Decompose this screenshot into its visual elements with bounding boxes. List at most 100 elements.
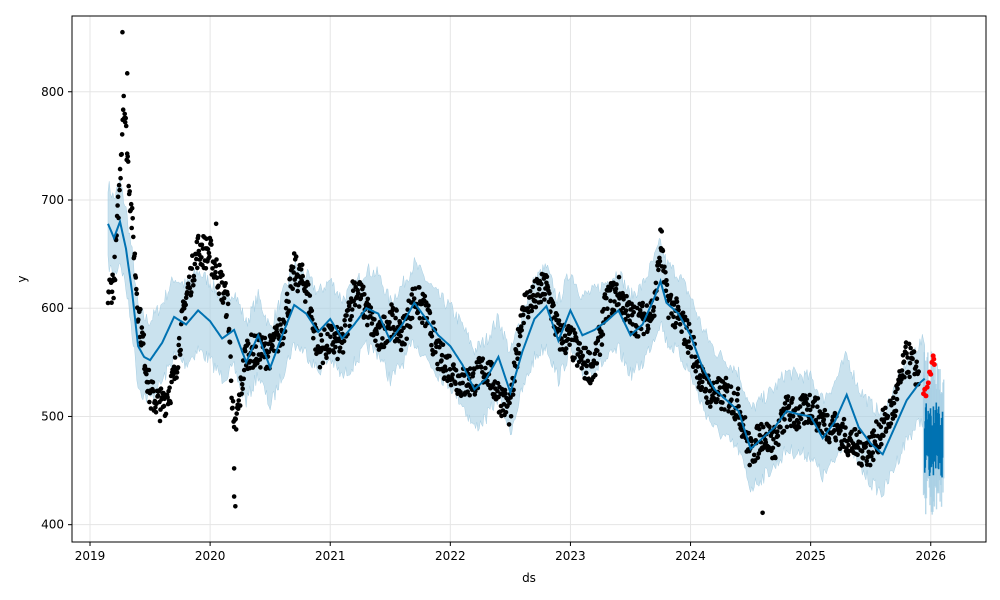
observed-point [684,318,690,323]
observed-point [674,299,680,305]
observed-point [604,295,609,301]
observed-point [577,341,582,346]
observed-point [227,340,233,345]
observed-point [117,166,123,172]
observed-point [194,256,199,262]
observed-point [624,293,629,299]
observed-point [891,400,897,406]
observed-point [841,416,847,422]
observed-point [547,291,552,296]
observed-point [798,416,804,422]
observed-point [225,301,231,307]
observed-point [176,335,182,341]
observed-point [123,123,129,129]
observed-point [902,374,907,380]
observed-point [680,310,686,316]
observed-point [668,292,674,298]
x-tick-label: 2022 [435,549,466,563]
observed-point [580,353,585,359]
observed-point [372,317,377,322]
observed-point [763,440,769,445]
observed-point [381,344,387,350]
observed-point [863,444,868,450]
observed-point [214,275,220,281]
observed-point [907,374,912,380]
observed-point [146,367,152,373]
observed-point [659,229,665,234]
holdout-point [923,393,929,399]
observed-point [613,286,619,292]
observed-point [131,234,136,240]
observed-point [835,422,840,428]
observed-point [398,347,404,353]
y-tick-label: 500 [41,409,64,423]
y-tick-label: 400 [41,518,64,532]
observed-point [192,261,198,267]
observed-point [644,303,650,308]
observed-point [341,338,347,344]
observed-point [554,312,560,318]
x-tick-label: 2021 [315,549,346,563]
observed-point [899,368,905,373]
observed-point [616,274,622,280]
observed-point [442,375,447,380]
observed-point [508,414,514,419]
observed-point [846,442,851,448]
observed-point [184,290,190,295]
observed-point [221,296,227,301]
observed-point [908,345,913,351]
observed-point [870,450,876,455]
observed-point [807,392,812,398]
observed-point [832,428,837,433]
observed-point [226,326,232,332]
observed-point [682,314,688,320]
observed-point [387,320,392,325]
observed-point [369,321,375,326]
observed-point [169,379,174,385]
observed-point [757,432,763,438]
observed-point [838,428,843,433]
observed-point [790,396,795,401]
observed-point [352,280,358,286]
observed-point [182,316,188,321]
observed-point [837,446,843,452]
observed-point [404,336,410,342]
observed-point [440,342,446,348]
observed-point [900,353,906,358]
observed-point [284,291,290,297]
observed-point [322,327,327,332]
observed-point [651,305,657,310]
observed-point [785,394,791,399]
observed-point [916,369,921,374]
observed-point [390,312,395,318]
observed-point [119,132,125,137]
observed-point [335,356,340,362]
observed-point [888,421,894,426]
observed-point [815,404,820,410]
observed-point [605,306,610,312]
observed-point [735,391,740,397]
observed-point [120,107,126,112]
observed-point [286,308,292,314]
observed-point [204,236,209,242]
observed-point [349,307,355,312]
observed-point [781,428,787,434]
observed-point [597,352,603,358]
observed-point [895,386,900,392]
observed-point [344,313,349,318]
observed-point [855,452,860,458]
observed-point [859,463,864,468]
observed-point [199,242,205,248]
observed-point [141,332,147,338]
observed-point [199,255,204,260]
observed-point [394,308,399,313]
observed-point [640,300,645,306]
observed-point [361,284,366,290]
observed-point [208,238,214,243]
observed-point [520,312,526,318]
observed-point [699,384,705,390]
observed-point [872,433,877,439]
observed-point [113,237,119,243]
observed-point [519,327,524,333]
